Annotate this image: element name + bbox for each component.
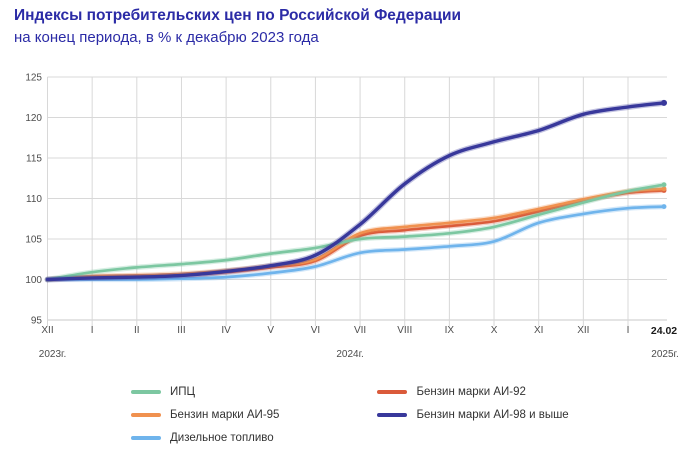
y-axis-tick-label: 100 [25,275,42,286]
x-axis-tick-label: XII [41,325,53,336]
legend-label: ИПЦ [170,385,196,398]
x-axis-tick-label: XII [577,325,589,336]
page-title: Индексы потребительских цен по Российско… [14,7,462,24]
y-axis-tick-label: 105 [25,235,42,246]
legend-label: Дизельное топливо [170,431,274,444]
legend-item-diesel: Дизельное топливо [131,426,279,449]
series-end-dot-ipc [661,182,667,188]
x-axis-tick-label: XI [534,325,543,336]
x-axis-tick-label: II [134,325,140,336]
x-axis-tick-label: I [627,325,630,336]
x-axis-year-label: 2024г. [336,349,363,360]
legend-label: Бензин марки АИ-98 и выше [416,408,569,421]
y-axis-tick-label: 120 [25,113,42,124]
x-axis-tick-label: X [491,325,498,336]
legend-item-ai95: Бензин марки АИ-95 [131,403,279,426]
series-end-dot-diesel [661,204,667,210]
series-line-ai95 [46,187,666,281]
legend-swatch-ai92 [377,389,408,394]
y-axis-tick-label: 110 [26,194,42,205]
series-line-diesel [46,205,666,281]
series-end-dot-ai98 [661,99,667,106]
chart-legend: ИПЦ Бензин марки АИ-95 Дизельное топливо… [131,380,569,449]
x-axis-end-date-label: 24.02 [651,325,677,337]
legend-column-right: Бензин марки АИ-92 Бензин марки АИ-98 и … [377,380,569,449]
legend-label: Бензин марки АИ-95 [170,408,280,421]
x-axis-tick-label: IV [221,325,231,336]
x-axis-tick-label: V [267,325,274,336]
x-axis-tick-label: IX [445,325,455,336]
page-subtitle: на конец периода, в % к декабрю 2023 год… [14,29,319,46]
legend-item-ai92: Бензин марки АИ-92 [377,380,568,403]
legend-column-left: ИПЦ Бензин марки АИ-95 Дизельное топливо [131,380,279,449]
legend-swatch-ipc [131,389,161,394]
x-axis-year-label: 2025г. [651,349,678,360]
legend-swatch-ai98 [377,412,408,417]
y-axis-tick-label: 115 [26,154,42,165]
y-axis-tick-label: 125 [25,73,42,84]
x-axis-tick-label: VIII [397,325,412,336]
legend-label: Бензин марки АИ-92 [416,385,526,398]
legend-item-ai98: Бензин марки АИ-98 и выше [377,403,569,426]
x-axis-tick-label: VII [354,325,366,336]
x-axis-year-label: 2023г. [39,349,66,360]
x-axis-tick-label: I [91,325,94,336]
series-line-ai98 [45,101,666,282]
series-line-ipc [46,183,666,281]
legend-item-ipc: ИПЦ [131,380,279,403]
x-axis-tick-label: VI [311,325,320,336]
x-axis-tick-label: III [177,325,185,336]
series-end-dot-ai95 [661,186,667,192]
legend-swatch-ai95 [131,412,161,417]
y-axis-tick-label: 95 [31,316,43,327]
legend-swatch-diesel [131,435,161,440]
